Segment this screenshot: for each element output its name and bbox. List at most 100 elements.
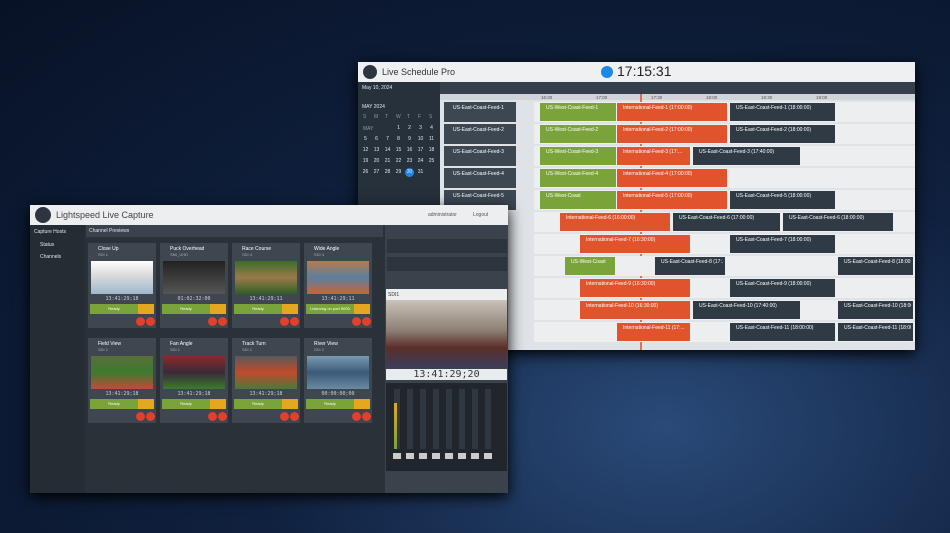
event-label: US-West-Coast-Feed-4	[546, 171, 599, 177]
event[interactable]	[617, 103, 727, 121]
record-btn[interactable]	[280, 412, 289, 421]
event[interactable]	[783, 213, 893, 231]
day[interactable]: 7	[386, 136, 389, 142]
tool-btn[interactable]	[218, 412, 227, 421]
day[interactable]: 11	[428, 136, 435, 142]
event[interactable]	[838, 257, 913, 275]
fader[interactable]	[484, 453, 492, 459]
event[interactable]	[580, 235, 690, 253]
day[interactable]: 17	[417, 147, 424, 153]
event[interactable]	[540, 147, 616, 165]
day[interactable]: 18	[428, 147, 435, 153]
day[interactable]: 22	[395, 158, 402, 164]
day[interactable]: 27	[373, 169, 380, 175]
event[interactable]	[838, 323, 913, 341]
fader[interactable]	[393, 453, 401, 459]
logout[interactable]: Logout	[473, 212, 489, 218]
event[interactable]	[730, 323, 835, 341]
day[interactable]: 28	[384, 169, 391, 175]
fader[interactable]	[406, 453, 414, 459]
fader[interactable]	[432, 453, 440, 459]
day[interactable]: 29	[395, 169, 402, 175]
event[interactable]	[693, 147, 800, 165]
weekday: T	[407, 114, 411, 120]
event[interactable]	[730, 235, 835, 253]
event[interactable]	[560, 213, 670, 231]
record-btn[interactable]	[136, 317, 145, 326]
event[interactable]	[655, 257, 725, 275]
day[interactable]: 19	[362, 158, 369, 164]
day[interactable]: 30	[405, 168, 414, 177]
event[interactable]	[540, 191, 616, 209]
tool-btn[interactable]	[362, 412, 371, 421]
record-btn[interactable]	[136, 412, 145, 421]
event-label: International-Feed-7 (16:30:00)	[586, 237, 656, 243]
tool-btn[interactable]	[146, 412, 155, 421]
event[interactable]	[540, 103, 616, 121]
event[interactable]	[617, 323, 690, 341]
day[interactable]: 2	[408, 125, 411, 131]
event[interactable]	[617, 147, 690, 165]
channel-name: US-East-Coast-Feed-5	[453, 193, 504, 199]
record-btn[interactable]	[280, 317, 289, 326]
record-btn[interactable]	[352, 412, 361, 421]
event-label: US-West-Coast	[546, 193, 581, 199]
day[interactable]: 31	[417, 169, 424, 175]
card-name: River View	[314, 341, 338, 347]
day[interactable]: 23	[406, 158, 413, 164]
tool-btn[interactable]	[362, 317, 371, 326]
day[interactable]: 21	[384, 158, 391, 164]
day[interactable]: 1	[397, 125, 400, 131]
event[interactable]	[730, 125, 835, 143]
event[interactable]	[838, 301, 913, 319]
event[interactable]	[580, 301, 690, 319]
event-label: US-East-Coast-Feed-10 (18:00:00)	[844, 303, 911, 309]
day[interactable]: 20	[373, 158, 380, 164]
event[interactable]	[580, 279, 690, 297]
day[interactable]: 16	[406, 147, 413, 153]
event[interactable]	[565, 257, 615, 275]
day[interactable]: 26	[362, 169, 369, 175]
fader[interactable]	[419, 453, 427, 459]
day[interactable]: 25	[428, 158, 435, 164]
schedule-header	[358, 62, 915, 82]
nav-item[interactable]: Channels	[40, 254, 62, 260]
user[interactable]: administrator	[428, 212, 457, 218]
event[interactable]	[617, 125, 727, 143]
day[interactable]: 3	[419, 125, 422, 131]
event[interactable]	[540, 169, 616, 187]
day[interactable]: 12	[362, 147, 369, 153]
day[interactable]: 4	[430, 125, 433, 131]
record-btn[interactable]	[352, 317, 361, 326]
event[interactable]	[730, 279, 835, 297]
fader[interactable]	[458, 453, 466, 459]
day[interactable]: 9	[408, 136, 411, 142]
event[interactable]	[730, 191, 835, 209]
fader[interactable]	[471, 453, 479, 459]
tool-btn[interactable]	[290, 412, 299, 421]
day[interactable]: 8	[397, 136, 400, 142]
record-btn[interactable]	[208, 317, 217, 326]
event[interactable]	[693, 301, 800, 319]
day[interactable]: 15	[395, 147, 402, 153]
day[interactable]: 6	[375, 136, 378, 142]
event[interactable]	[617, 169, 727, 187]
fader[interactable]	[445, 453, 453, 459]
day[interactable]: 5	[364, 136, 367, 142]
card-timecode: 13:41:29;18	[105, 296, 139, 302]
nav-item[interactable]: Status	[40, 242, 55, 248]
day[interactable]: 10	[417, 136, 424, 142]
day[interactable]: 14	[384, 147, 391, 153]
event-label: US-East-Coast-Feed-2 (18:00:00)	[736, 127, 812, 133]
tool-btn[interactable]	[290, 317, 299, 326]
event[interactable]	[540, 125, 616, 143]
event[interactable]	[673, 213, 780, 231]
day[interactable]: 13	[373, 147, 380, 153]
day[interactable]: 24	[417, 158, 424, 164]
record-btn[interactable]	[208, 412, 217, 421]
tool-btn[interactable]	[146, 317, 155, 326]
tool-btn[interactable]	[218, 317, 227, 326]
event[interactable]	[617, 191, 727, 209]
event[interactable]	[730, 103, 835, 121]
card-image	[163, 261, 225, 294]
